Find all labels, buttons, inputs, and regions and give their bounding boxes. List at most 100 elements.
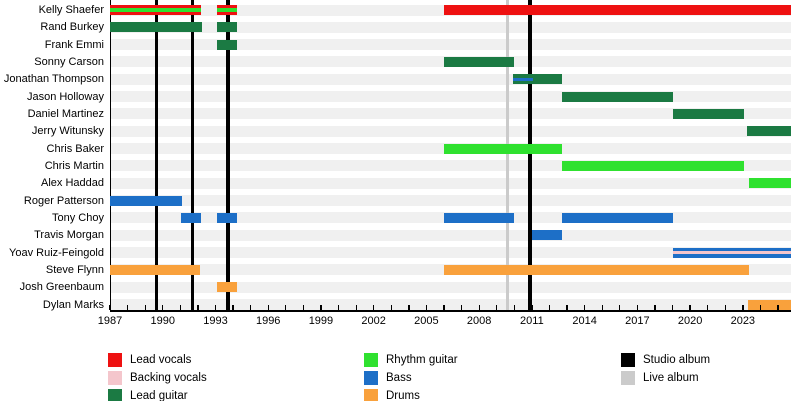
legend-item-studio_album: Studio album: [621, 352, 800, 368]
legend-item-lead_vocals: Lead vocals: [108, 352, 288, 368]
member-bar-lead_guitar: [561, 91, 674, 102]
member-label: Jerry Witunsky: [31, 125, 104, 138]
member-row-stripe: [110, 281, 791, 293]
legend-swatch-live_album: [621, 371, 635, 385]
studio-album-line: [154, 0, 159, 310]
member-label: Steve Flynn: [45, 263, 104, 276]
member-bar-lead_guitar: [443, 56, 515, 67]
member-bar-lead_guitar: [747, 126, 791, 137]
year-tick: [250, 305, 252, 310]
year-tick: [267, 305, 269, 310]
year-tick: [478, 305, 480, 310]
member-label: Alex Haddad: [41, 177, 104, 190]
member-label: Josh Greenbaum: [19, 281, 104, 294]
legend-label: Rhythm guitar: [386, 354, 458, 366]
year-tick-label: 2014: [572, 315, 597, 327]
studio-album-line: [528, 0, 532, 310]
member-label: Dylan Marks: [42, 298, 104, 311]
member-row-stripe: [110, 229, 791, 241]
legend-swatch-rhythm_guitar: [364, 353, 378, 367]
year-tick: [601, 305, 603, 310]
year-tick: [460, 305, 463, 310]
year-tick: [214, 305, 217, 310]
year-tick: [373, 305, 375, 310]
year-tick: [425, 305, 428, 310]
year-tick: [302, 305, 305, 310]
year-tick-label: 2023: [730, 315, 756, 327]
legend-swatch-drums: [364, 389, 378, 401]
member-bar-lead_guitar: [217, 22, 237, 33]
member-bar-lead_vocals: [443, 5, 791, 15]
member-label: Sonny Carson: [34, 55, 104, 68]
legend-item-backing_vocals: Backing vocals: [108, 370, 288, 386]
member-bar-bass: [531, 230, 562, 241]
member-row-stripe: [110, 195, 791, 207]
year-tick-label: 2020: [677, 315, 703, 327]
member-row-stripe: [110, 73, 791, 85]
member-bar-lead_guitar: [110, 22, 203, 33]
legend-label: Lead vocals: [130, 354, 192, 366]
year-tick-label: 1999: [308, 315, 334, 327]
year-tick-label: 1993: [203, 315, 228, 327]
member-bar-rhythm_guitar: [561, 160, 744, 171]
legend-swatch-lead_guitar: [108, 389, 122, 401]
legend-swatch-backing_vocals: [108, 371, 122, 385]
studio-album-line: [226, 0, 230, 310]
year-tick: [162, 305, 164, 310]
member-row-stripe: [110, 247, 791, 259]
year-tick: [548, 305, 551, 310]
member-label: Chris Martin: [44, 159, 104, 172]
legend-swatch-bass: [364, 371, 378, 385]
member-overlay-rhythm_guitar: [217, 8, 237, 12]
legend-label: Live album: [643, 372, 699, 384]
year-tick: [285, 305, 287, 310]
member-bar-bass: [561, 212, 674, 223]
year-tick-label: 2005: [414, 315, 439, 327]
year-tick-label: 2008: [466, 315, 492, 327]
member-row-stripe: [110, 125, 791, 137]
member-bar-rhythm_guitar: [443, 143, 562, 154]
member-label: Travis Morgan: [34, 229, 104, 242]
year-tick-label: 2017: [625, 315, 650, 327]
legend-label: Drums: [386, 390, 420, 401]
year-tick: [126, 305, 129, 310]
year-tick: [443, 305, 445, 310]
legend-item-drums: Drums: [364, 388, 544, 401]
year-tick: [724, 305, 726, 310]
year-tick: [777, 305, 779, 310]
year-tick: [337, 305, 340, 310]
member-label: Yoav Ruiz-Feingold: [9, 246, 104, 259]
year-tick: [671, 305, 674, 310]
legend-label: Backing vocals: [130, 372, 207, 384]
year-tick-label: 2002: [361, 315, 386, 327]
member-label: Kelly Shaefer: [38, 4, 104, 16]
year-tick: [654, 305, 656, 310]
year-tick: [109, 305, 111, 310]
member-row-stripe: [110, 299, 791, 311]
year-tick: [707, 305, 709, 310]
year-tick: [232, 305, 234, 310]
legend-label: Lead guitar: [130, 390, 188, 401]
member-bar-bass: [217, 212, 237, 223]
member-label: Tony Choy: [52, 211, 104, 224]
member-bar-bass: [110, 195, 183, 206]
legend-item-lead_guitar: Lead guitar: [108, 388, 288, 401]
member-row-stripe: [110, 39, 791, 51]
live-album-line: [505, 0, 510, 310]
member-bar-drums: [443, 264, 749, 275]
member-label: Roger Patterson: [23, 194, 104, 207]
legend-label: Studio album: [643, 354, 711, 366]
member-bar-drums: [217, 282, 237, 293]
legend-item-bass: Bass: [364, 370, 544, 386]
year-tick: [619, 305, 621, 310]
member-bar-lead_guitar: [512, 74, 562, 85]
year-tick: [144, 305, 146, 310]
member-row-stripe: [110, 108, 791, 120]
year-tick: [355, 305, 357, 310]
year-tick: [689, 305, 691, 310]
member-row-stripe: [110, 160, 791, 172]
year-tick: [584, 305, 586, 310]
member-label: Jonathan Thompson: [3, 73, 104, 86]
member-overlay-bass: [512, 77, 533, 81]
